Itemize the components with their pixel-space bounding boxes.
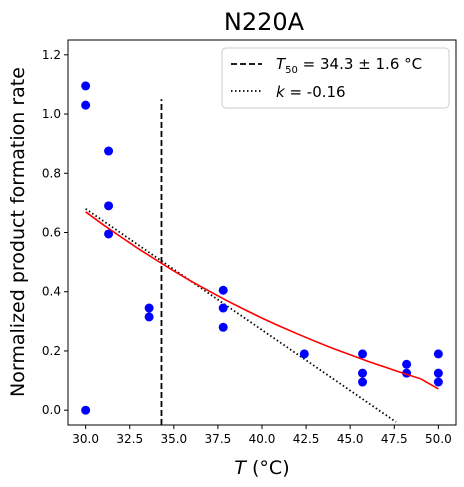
data-point — [358, 377, 368, 387]
x-tick-label: 30.0 — [72, 432, 99, 446]
data-point — [299, 349, 309, 359]
data-point — [144, 303, 154, 313]
x-axis-title: T (°C) — [234, 457, 289, 479]
plot-area — [81, 81, 443, 425]
data-point — [433, 368, 443, 378]
y-tick-label: 0.4 — [42, 285, 61, 299]
data-point — [144, 312, 154, 322]
y-axis-title: Normalized product formation rate — [7, 67, 29, 397]
y-tick-label: 1.0 — [42, 107, 61, 121]
legend-box — [221, 47, 450, 109]
x-tick-label: 35.0 — [160, 432, 187, 446]
data-point — [218, 322, 228, 332]
legend-slope-label: k = -0.16 — [276, 83, 346, 101]
legend: T50 = 34.3 ± 1.6 °C k = -0.16 — [221, 47, 450, 109]
fit-curve — [85, 211, 439, 390]
data-point — [81, 100, 91, 110]
data-point — [402, 359, 412, 369]
data-point — [218, 303, 228, 313]
y-tick-label: 0.8 — [42, 166, 61, 180]
data-point — [358, 368, 368, 378]
y-tick-label: 0.0 — [42, 403, 61, 417]
x-tick-label: 45.0 — [337, 432, 364, 446]
x-tick-label: 37.5 — [205, 432, 232, 446]
slope-line — [85, 208, 397, 423]
data-point — [104, 229, 114, 239]
axes-ticks: 30.0 32.5 35.0 37.5 40.0 42.5 45.0 47.5 50.0 0.0 0… — [42, 48, 452, 446]
data-point — [104, 201, 114, 211]
chart-title: N220A — [224, 8, 305, 36]
y-tick-label: 0.2 — [42, 344, 61, 358]
data-point — [358, 349, 368, 359]
data-point — [433, 349, 443, 359]
data-point — [218, 285, 228, 295]
data-point — [104, 146, 114, 156]
data-point — [433, 377, 443, 387]
x-tick-label: 47.5 — [381, 432, 408, 446]
x-tick-label: 32.5 — [116, 432, 143, 446]
legend-t50-label: T50 = 34.3 ± 1.6 °C — [276, 55, 422, 76]
x-tick-label: 40.0 — [249, 432, 276, 446]
y-tick-label: 1.2 — [42, 48, 61, 62]
y-tick-label: 0.6 — [42, 226, 61, 240]
x-tick-label: 42.5 — [293, 432, 320, 446]
data-point — [81, 81, 91, 91]
x-tick-label: 50.0 — [425, 432, 452, 446]
data-point — [81, 405, 91, 415]
